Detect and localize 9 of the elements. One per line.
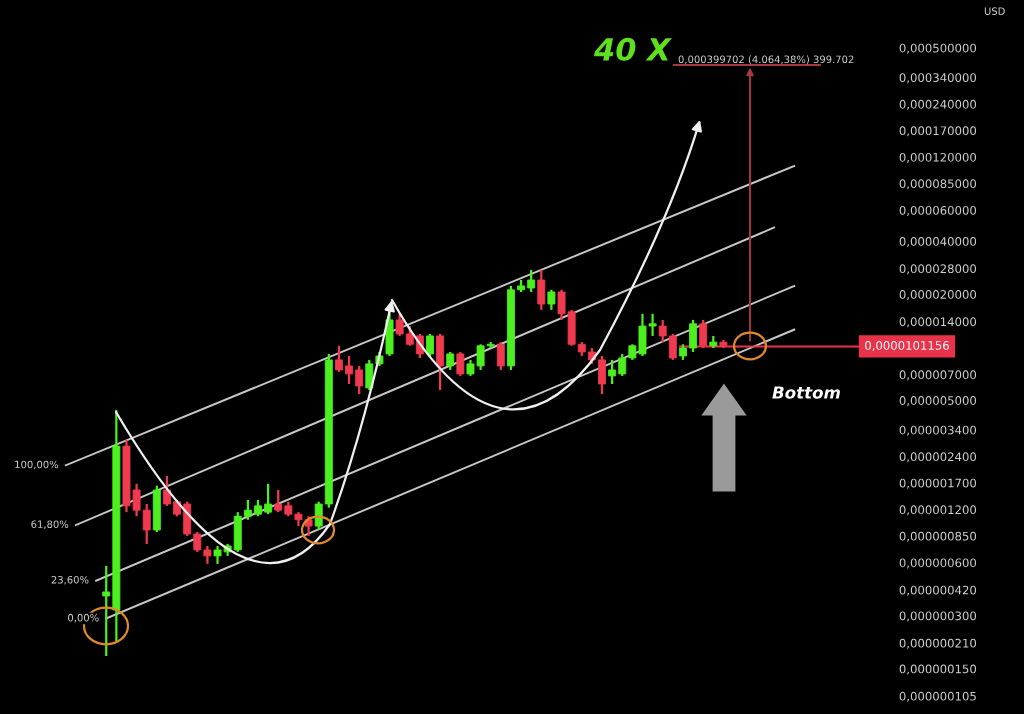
candlestick — [537, 268, 546, 312]
candlestick — [426, 332, 434, 358]
candlestick — [496, 341, 505, 372]
annotation: 40 X — [593, 37, 672, 61]
candlestick — [152, 484, 161, 534]
annotation: Bottom — [772, 386, 840, 399]
candlestick — [456, 350, 465, 378]
candlestick — [436, 332, 445, 392]
candlestick — [547, 288, 556, 312]
